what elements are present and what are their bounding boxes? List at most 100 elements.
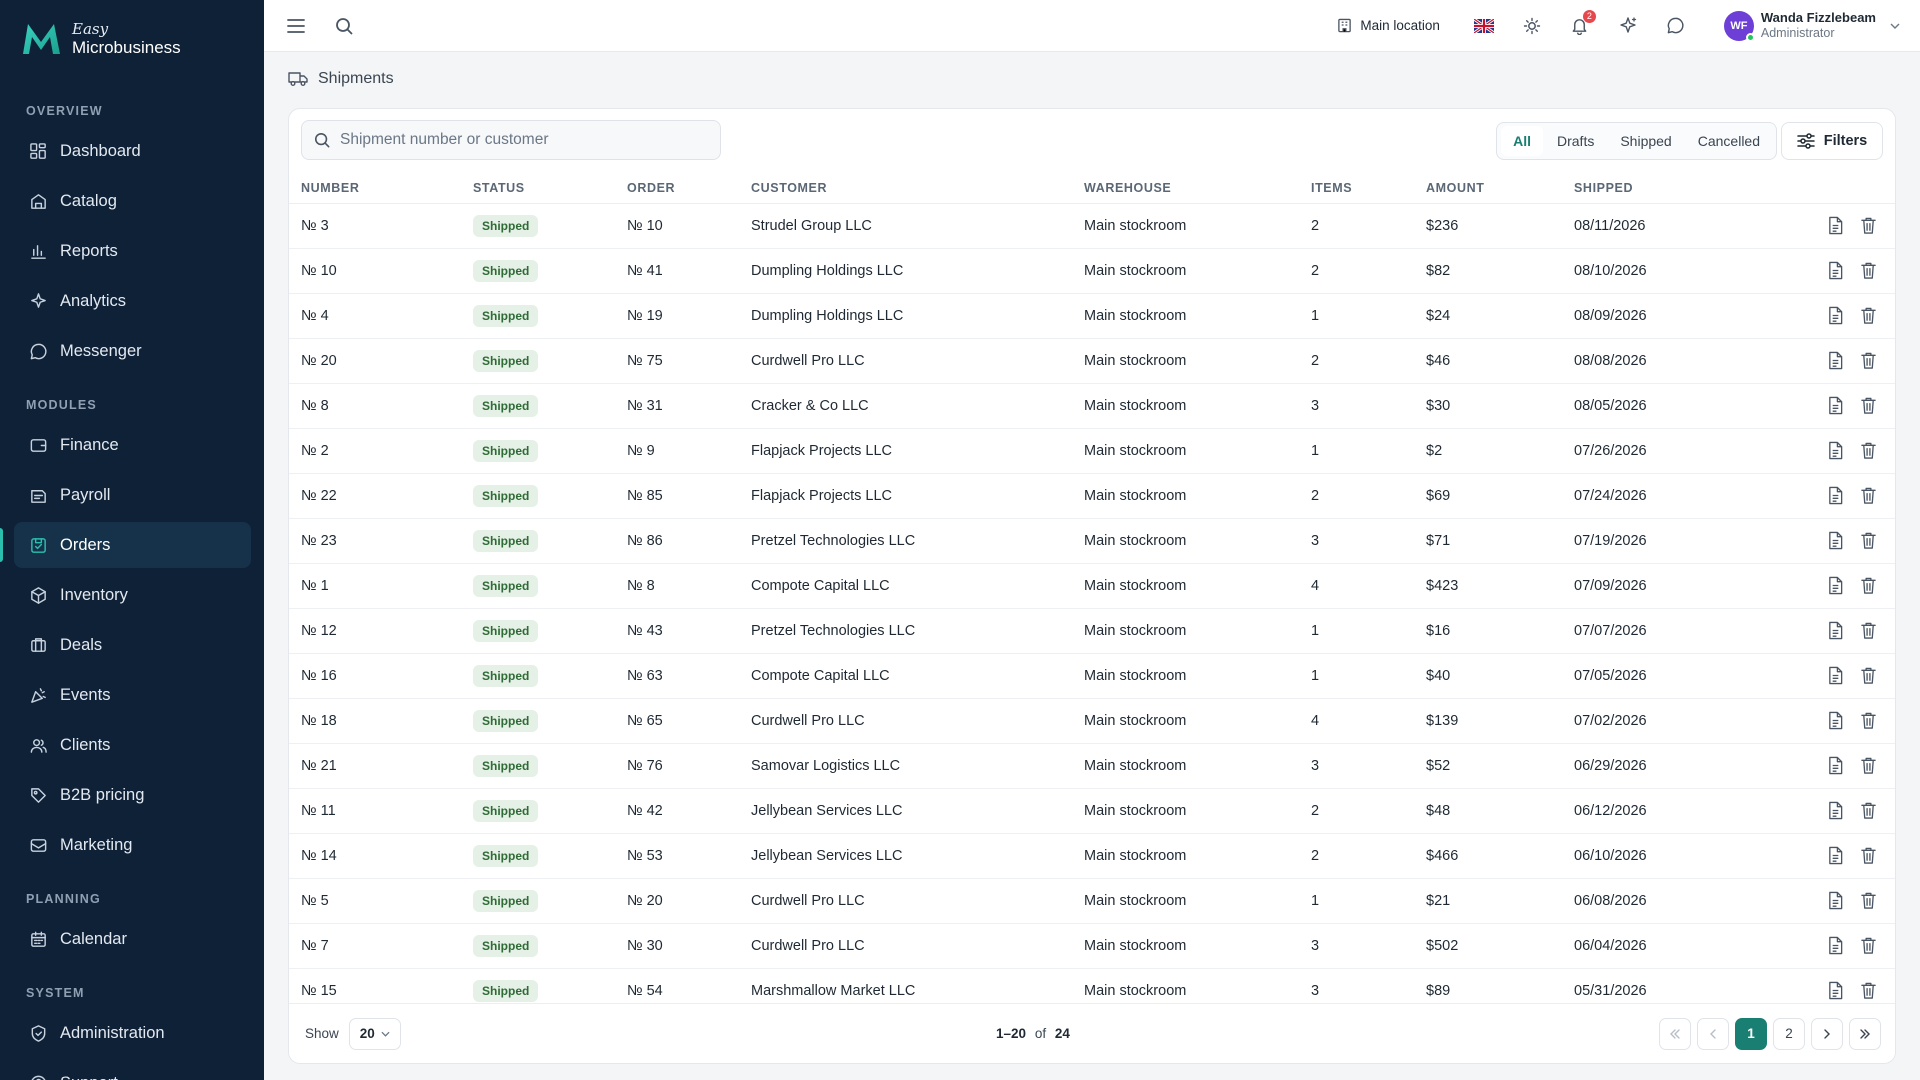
document-icon[interactable] bbox=[1827, 981, 1844, 1000]
document-icon[interactable] bbox=[1827, 306, 1844, 325]
document-icon[interactable] bbox=[1827, 756, 1844, 775]
document-icon[interactable] bbox=[1827, 576, 1844, 595]
document-icon[interactable] bbox=[1827, 441, 1844, 460]
column-header[interactable]: WAREHOUSE bbox=[1072, 173, 1299, 204]
user-menu[interactable]: WF Wanda Fizzlebeam Administrator bbox=[1723, 10, 1900, 42]
trash-icon[interactable] bbox=[1860, 981, 1877, 1000]
page-button-1[interactable]: 1 bbox=[1735, 1017, 1767, 1050]
sidebar-item-calendar[interactable]: Calendar bbox=[14, 916, 251, 962]
table-row[interactable]: № 4 Shipped № 19 Dumpling Holdings LLC Main … bbox=[289, 293, 1895, 339]
column-header[interactable]: ORDER bbox=[615, 173, 739, 204]
prev-page-button[interactable] bbox=[1697, 1017, 1729, 1050]
search-icon[interactable] bbox=[326, 8, 362, 44]
first-page-button[interactable] bbox=[1659, 1017, 1691, 1050]
document-icon[interactable] bbox=[1827, 351, 1844, 370]
table-row[interactable]: № 20 Shipped № 75 Curdwell Pro LLC Main stoc… bbox=[289, 338, 1895, 384]
trash-icon[interactable] bbox=[1860, 351, 1877, 370]
sidebar-item-orders[interactable]: Orders bbox=[0, 522, 251, 568]
filters-button[interactable]: Filters bbox=[1781, 122, 1883, 160]
sidebar-item-events[interactable]: Events bbox=[14, 672, 251, 718]
trash-icon[interactable] bbox=[1860, 396, 1877, 415]
document-icon[interactable] bbox=[1827, 396, 1844, 415]
column-header[interactable]: CUSTOMER bbox=[739, 173, 1072, 204]
table-row[interactable]: № 14 Shipped № 53 Jellybean Services LLC Mai… bbox=[289, 833, 1895, 879]
table-row[interactable]: № 5 Shipped № 20 Curdwell Pro LLC Main stock… bbox=[289, 878, 1895, 924]
sidebar-item-inventory[interactable]: Inventory bbox=[14, 572, 251, 618]
sidebar-item-deals[interactable]: Deals bbox=[14, 622, 251, 668]
table-row[interactable]: № 2 Shipped № 9 Flapjack Projects LLC Main s… bbox=[289, 428, 1895, 474]
sparkle-icon[interactable] bbox=[1610, 8, 1646, 44]
sidebar-item-catalog[interactable]: Catalog bbox=[14, 178, 251, 224]
column-header[interactable]: AMOUNT bbox=[1414, 173, 1562, 204]
table-row[interactable]: № 10 Shipped № 41 Dumpling Holdings LLC Main… bbox=[289, 248, 1895, 294]
table-row[interactable]: № 16 Shipped № 63 Compote Capital LLC Main s… bbox=[289, 653, 1895, 699]
trash-icon[interactable] bbox=[1860, 261, 1877, 280]
document-icon[interactable] bbox=[1827, 216, 1844, 235]
table-row[interactable]: № 1 Shipped № 8 Compote Capital LLC Main sto… bbox=[289, 563, 1895, 609]
sidebar-item-messenger[interactable]: Messenger bbox=[14, 328, 251, 374]
table-row[interactable]: № 18 Shipped № 65 Curdwell Pro LLC Main stoc… bbox=[289, 698, 1895, 744]
chat-icon[interactable] bbox=[1658, 8, 1694, 44]
bell-icon[interactable]: 2 bbox=[1562, 8, 1598, 44]
trash-icon[interactable] bbox=[1860, 621, 1877, 640]
tab-all[interactable]: All bbox=[1501, 126, 1543, 156]
document-icon[interactable] bbox=[1827, 711, 1844, 730]
column-header[interactable]: ITEMS bbox=[1299, 173, 1414, 204]
trash-icon[interactable] bbox=[1860, 711, 1877, 730]
sidebar-item-reports[interactable]: Reports bbox=[14, 228, 251, 274]
document-icon[interactable] bbox=[1827, 846, 1844, 865]
menu-icon[interactable] bbox=[278, 8, 314, 44]
sidebar-item-dashboard[interactable]: Dashboard bbox=[14, 128, 251, 174]
trash-icon[interactable] bbox=[1860, 441, 1877, 460]
trash-icon[interactable] bbox=[1860, 891, 1877, 910]
column-header[interactable]: STATUS bbox=[461, 173, 615, 204]
sidebar-item-finance[interactable]: Finance bbox=[14, 422, 251, 468]
document-icon[interactable] bbox=[1827, 666, 1844, 685]
search-input[interactable] bbox=[340, 131, 700, 149]
table-row[interactable]: № 12 Shipped № 43 Pretzel Technologies LLC M… bbox=[289, 608, 1895, 654]
location-selector[interactable]: Main location bbox=[1337, 18, 1440, 33]
trash-icon[interactable] bbox=[1860, 216, 1877, 235]
document-icon[interactable] bbox=[1827, 621, 1844, 640]
trash-icon[interactable] bbox=[1860, 306, 1877, 325]
sidebar-item-analytics[interactable]: Analytics bbox=[14, 278, 251, 324]
trash-icon[interactable] bbox=[1860, 846, 1877, 865]
trash-icon[interactable] bbox=[1860, 531, 1877, 550]
brand-logo[interactable]: Easy Microbusiness bbox=[0, 0, 264, 78]
trash-icon[interactable] bbox=[1860, 666, 1877, 685]
page-size-select[interactable]: 20 bbox=[348, 1017, 401, 1050]
column-header[interactable]: NUMBER bbox=[289, 173, 461, 204]
document-icon[interactable] bbox=[1827, 801, 1844, 820]
sun-icon[interactable] bbox=[1514, 8, 1550, 44]
sidebar-item-administration[interactable]: Administration bbox=[14, 1010, 251, 1056]
trash-icon[interactable] bbox=[1860, 486, 1877, 505]
page-button-2[interactable]: 2 bbox=[1773, 1017, 1805, 1050]
trash-icon[interactable] bbox=[1860, 756, 1877, 775]
tab-cancelled[interactable]: Cancelled bbox=[1697, 133, 1760, 149]
document-icon[interactable] bbox=[1827, 261, 1844, 280]
tab-shipped[interactable]: Shipped bbox=[1620, 133, 1672, 149]
table-row[interactable]: № 8 Shipped № 31 Cracker & Co LLC Main stock… bbox=[289, 383, 1895, 429]
next-page-button[interactable] bbox=[1811, 1017, 1843, 1050]
tab-drafts[interactable]: Drafts bbox=[1557, 133, 1595, 149]
sidebar-item-marketing[interactable]: Marketing bbox=[14, 822, 251, 868]
document-icon[interactable] bbox=[1827, 936, 1844, 955]
trash-icon[interactable] bbox=[1860, 801, 1877, 820]
table-row[interactable]: № 21 Shipped № 76 Samovar Logistics LLC Main… bbox=[289, 743, 1895, 789]
sidebar-item-b2b-pricing[interactable]: B2B pricing bbox=[14, 772, 251, 818]
column-header[interactable]: SHIPPED bbox=[1562, 173, 1762, 204]
uk-flag-icon[interactable] bbox=[1466, 8, 1502, 44]
table-row[interactable]: № 3 Shipped № 10 Strudel Group LLC Main stoc… bbox=[289, 203, 1895, 249]
sidebar-item-payroll[interactable]: Payroll bbox=[14, 472, 251, 518]
table-row[interactable]: № 23 Shipped № 86 Pretzel Technologies LLC M… bbox=[289, 518, 1895, 564]
document-icon[interactable] bbox=[1827, 531, 1844, 550]
trash-icon[interactable] bbox=[1860, 576, 1877, 595]
table-row[interactable]: № 11 Shipped № 42 Jellybean Services LLC Mai… bbox=[289, 788, 1895, 834]
table-row[interactable]: № 22 Shipped № 85 Flapjack Projects LLC Main… bbox=[289, 473, 1895, 519]
sidebar-item-clients[interactable]: Clients bbox=[14, 722, 251, 768]
trash-icon[interactable] bbox=[1860, 936, 1877, 955]
document-icon[interactable] bbox=[1827, 486, 1844, 505]
last-page-button[interactable] bbox=[1849, 1017, 1881, 1050]
table-row[interactable]: № 7 Shipped № 30 Curdwell Pro LLC Main stock… bbox=[289, 923, 1895, 969]
document-icon[interactable] bbox=[1827, 891, 1844, 910]
